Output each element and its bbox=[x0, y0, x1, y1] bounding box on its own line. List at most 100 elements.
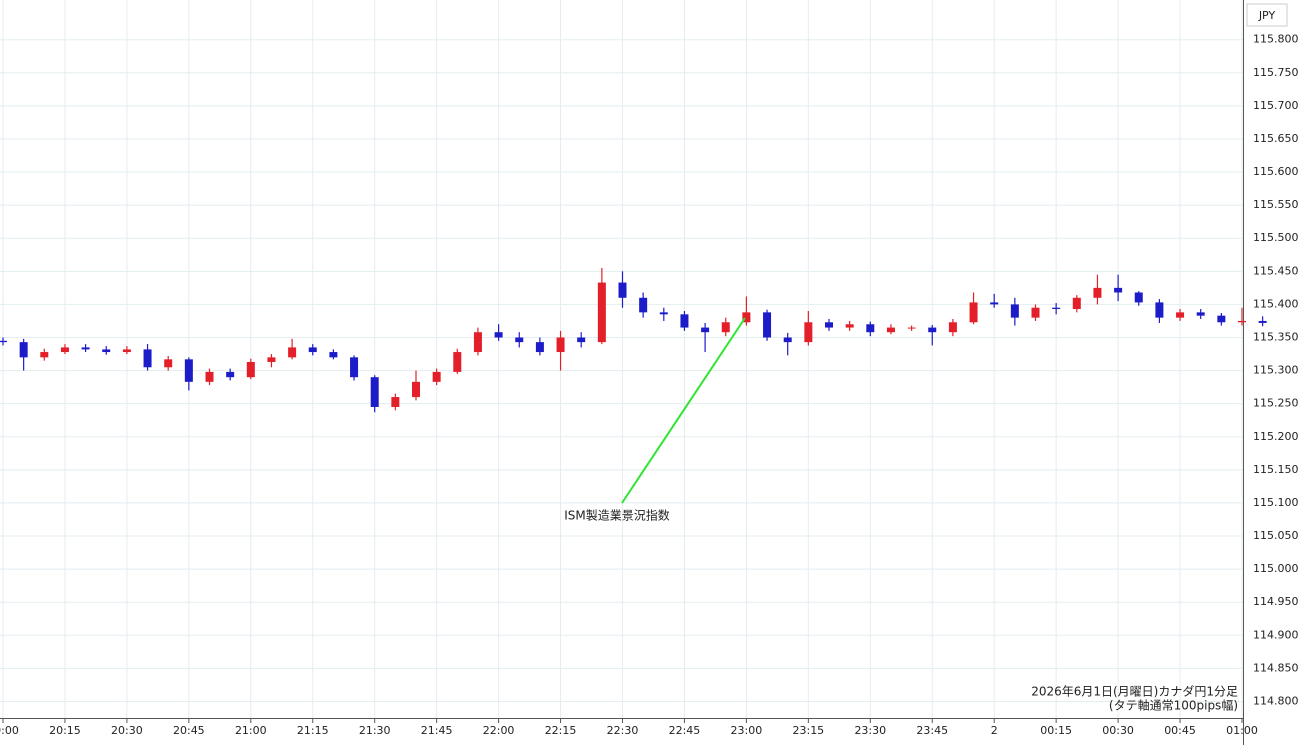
candle-body bbox=[1238, 320, 1246, 323]
candle-body bbox=[721, 322, 730, 333]
candle-body bbox=[763, 312, 772, 338]
candle-body bbox=[288, 347, 297, 358]
x-tick-label: 21:00 bbox=[235, 724, 267, 737]
candle-body bbox=[928, 327, 937, 333]
candle-body bbox=[164, 359, 173, 368]
x-tick-label: 20:45 bbox=[173, 724, 205, 737]
x-tick-label: 01:00 bbox=[1226, 724, 1258, 737]
candles bbox=[0, 268, 1267, 413]
candle-body bbox=[535, 342, 544, 353]
candle-body bbox=[246, 361, 255, 378]
candle-body bbox=[804, 322, 813, 343]
y-tick-label: 115.600 bbox=[1253, 165, 1299, 178]
x-tick-label: 23:45 bbox=[916, 724, 948, 737]
candle-body bbox=[391, 397, 400, 407]
candle-body bbox=[1134, 292, 1143, 303]
x-tick-label: 22:30 bbox=[607, 724, 639, 737]
candle-body bbox=[783, 337, 792, 343]
candle-body bbox=[453, 352, 462, 372]
candle-body bbox=[948, 322, 957, 333]
x-tick-label: 20:00 bbox=[0, 724, 19, 737]
y-tick-label: 114.850 bbox=[1253, 661, 1299, 674]
x-tick-label: 20:30 bbox=[111, 724, 143, 737]
unit-box bbox=[1246, 3, 1288, 27]
y-tick-label: 115.150 bbox=[1253, 463, 1299, 476]
candle-body bbox=[701, 327, 710, 333]
candle-body bbox=[494, 332, 503, 338]
candle-body bbox=[1072, 297, 1081, 310]
y-axis-panel bbox=[1244, 0, 1300, 745]
x-tick-label: 22:15 bbox=[545, 724, 577, 737]
candle-body bbox=[556, 337, 565, 353]
candle-body bbox=[329, 352, 338, 358]
y-tick-label: 114.900 bbox=[1253, 628, 1299, 641]
annotation-line bbox=[621, 317, 746, 504]
candle-body bbox=[515, 337, 524, 343]
y-tick-label: 115.050 bbox=[1253, 529, 1299, 542]
y-tick-label: 114.800 bbox=[1253, 694, 1299, 707]
y-tick-label: 115.750 bbox=[1253, 66, 1299, 79]
y-tick-label: 115.800 bbox=[1253, 33, 1299, 46]
y-tick-label: 115.550 bbox=[1253, 198, 1299, 211]
note: (タテ軸通常100pips幅) bbox=[1109, 698, 1238, 713]
candle-body bbox=[969, 302, 978, 323]
x-tick-label: 23:15 bbox=[792, 724, 824, 737]
candle-body bbox=[990, 302, 999, 305]
x-tick-label: 21:15 bbox=[297, 724, 329, 737]
candle-body bbox=[1031, 307, 1040, 318]
candle-body bbox=[1114, 287, 1123, 293]
x-tick-label: 20:15 bbox=[49, 724, 81, 737]
candle-body bbox=[886, 327, 895, 333]
candle-body bbox=[1258, 320, 1267, 323]
candle-body bbox=[102, 349, 111, 353]
x-tick-label: 00:30 bbox=[1102, 724, 1134, 737]
candle-body bbox=[60, 347, 69, 353]
candle-body bbox=[825, 322, 833, 328]
candle-body bbox=[432, 371, 441, 382]
x-tick-label: 2 bbox=[991, 724, 998, 737]
y-tick-label: 115.500 bbox=[1253, 231, 1299, 244]
candle-body bbox=[1217, 315, 1226, 323]
candle-body bbox=[122, 349, 131, 353]
candle-body bbox=[308, 347, 317, 353]
x-tick-label: 21:30 bbox=[359, 724, 391, 737]
x-tick-label: 00:45 bbox=[1164, 724, 1196, 737]
candle-body bbox=[81, 347, 90, 350]
grid bbox=[0, 0, 1243, 718]
candle-body bbox=[350, 357, 359, 378]
candle-body bbox=[205, 371, 214, 382]
candle-body bbox=[0, 340, 7, 343]
y-tick-label: 115.400 bbox=[1253, 297, 1299, 310]
y-tick-label: 115.350 bbox=[1253, 330, 1299, 343]
y-tick-label: 115.250 bbox=[1253, 397, 1299, 410]
candle-body bbox=[1010, 304, 1019, 318]
candle-body bbox=[473, 332, 482, 353]
candle-body bbox=[597, 282, 606, 343]
x-tick-label: 23:30 bbox=[854, 724, 886, 737]
candle-body bbox=[1196, 312, 1205, 316]
x-tick-label: 00:15 bbox=[1040, 724, 1072, 737]
candle-body bbox=[184, 359, 193, 382]
y-tick-label: 115.650 bbox=[1253, 132, 1299, 145]
y-tick-label: 115.450 bbox=[1253, 264, 1299, 277]
candle-body bbox=[1093, 287, 1102, 298]
y-tick-label: 115.700 bbox=[1253, 99, 1299, 112]
candle-body bbox=[866, 324, 875, 333]
candle-body bbox=[639, 297, 648, 313]
candle-body bbox=[1052, 307, 1061, 310]
candle-body bbox=[1176, 312, 1185, 318]
candle-body bbox=[577, 337, 586, 343]
candle-body bbox=[370, 377, 379, 407]
x-tick-label: 22:00 bbox=[483, 724, 515, 737]
x-tick-label: 21:45 bbox=[421, 724, 453, 737]
candle-body bbox=[1155, 302, 1164, 318]
x-tick-label: 22:45 bbox=[669, 724, 701, 737]
candle-body bbox=[226, 371, 235, 378]
candle-body bbox=[412, 381, 420, 398]
candle-body bbox=[267, 357, 276, 362]
candle-body bbox=[618, 282, 627, 298]
y-tick-label: 114.950 bbox=[1253, 595, 1299, 608]
candle-body bbox=[143, 349, 152, 368]
